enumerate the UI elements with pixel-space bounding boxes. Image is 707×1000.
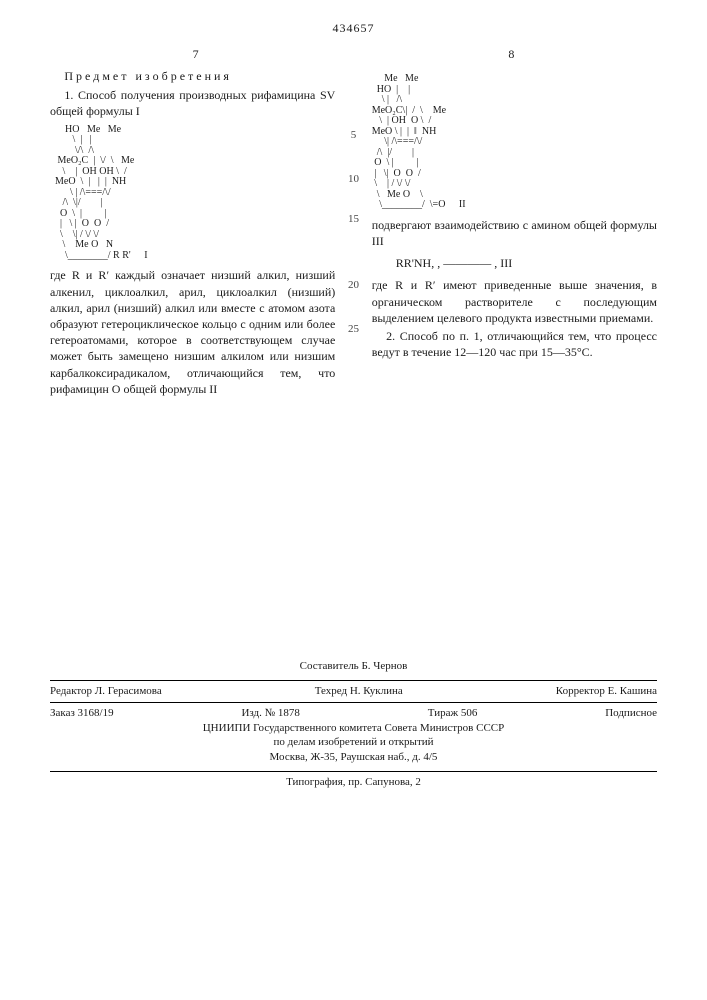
line-number: 25 (342, 322, 366, 337)
claim-1-body: где R и R′ каждый означает низший алкил,… (50, 267, 335, 397)
line-number: 20 (342, 278, 366, 293)
line-number: 15 (342, 212, 366, 227)
claim-1-intro: 1. Способ получения производных рифамици… (50, 87, 335, 119)
section-heading: Предмет изобретения (50, 68, 335, 84)
institution-2: по делам изобретений и открытий (50, 735, 657, 750)
page-numbers: 7 8 (50, 46, 657, 62)
tirazh: Тираж 506 (428, 706, 478, 721)
right-column: Me Me HO | | \ | /\ MeO₂C\| / \ Me \ | O… (372, 68, 657, 399)
claim-2: 2. Способ по п. 1, отличающийся тем, что… (372, 328, 657, 360)
two-column-content: 5 10 15 20 25 Предмет изобретения 1. Способ … (50, 68, 657, 399)
figure-label: I (137, 251, 148, 262)
compositor: Составитель Б. Чернов (50, 659, 657, 674)
figure-label: II (451, 200, 465, 211)
typography: Типография, пр. Сапунова, 2 (50, 771, 657, 790)
reaction-text-1: подвергают взаимодействию с амином общей… (372, 217, 657, 249)
formula-3: RR'NH, , ———— , III (372, 255, 657, 271)
institution-3: Москва, Ж-35, Раушская наб., д. 4/5 (50, 750, 657, 765)
line-number: 5 (342, 128, 366, 143)
doc-number: 434657 (50, 20, 657, 36)
izd: Изд. № 1878 (241, 706, 299, 721)
chemical-structure-2: Me Me HO | | \ | /\ MeO₂C\| / \ Me \ | O… (372, 74, 657, 211)
editor: Редактор Л. Герасимова (50, 684, 162, 699)
heading-text: Предмет изобретения (64, 69, 232, 83)
page-num-left: 7 (50, 46, 341, 62)
chemical-structure-1: HO Me Me \ | | \/\ /\ MeO₂C | \/ \ Me \ … (50, 125, 335, 262)
sub: Подписное (605, 706, 657, 721)
techred: Техред Н. Куклина (315, 684, 403, 699)
colophon: Составитель Б. Чернов Редактор Л. Гераси… (50, 659, 657, 790)
order: Заказ 3168/19 (50, 706, 114, 721)
page-num-right: 8 (366, 46, 657, 62)
institution-1: ЦНИИПИ Государственного комитета Совета … (50, 721, 657, 736)
reaction-text-2: где R и R′ имеют приведенные выше значен… (372, 277, 657, 326)
line-number: 10 (342, 172, 366, 187)
corrector: Корректор Е. Кашина (556, 684, 657, 699)
left-column: Предмет изобретения 1. Способ получения … (50, 68, 335, 399)
